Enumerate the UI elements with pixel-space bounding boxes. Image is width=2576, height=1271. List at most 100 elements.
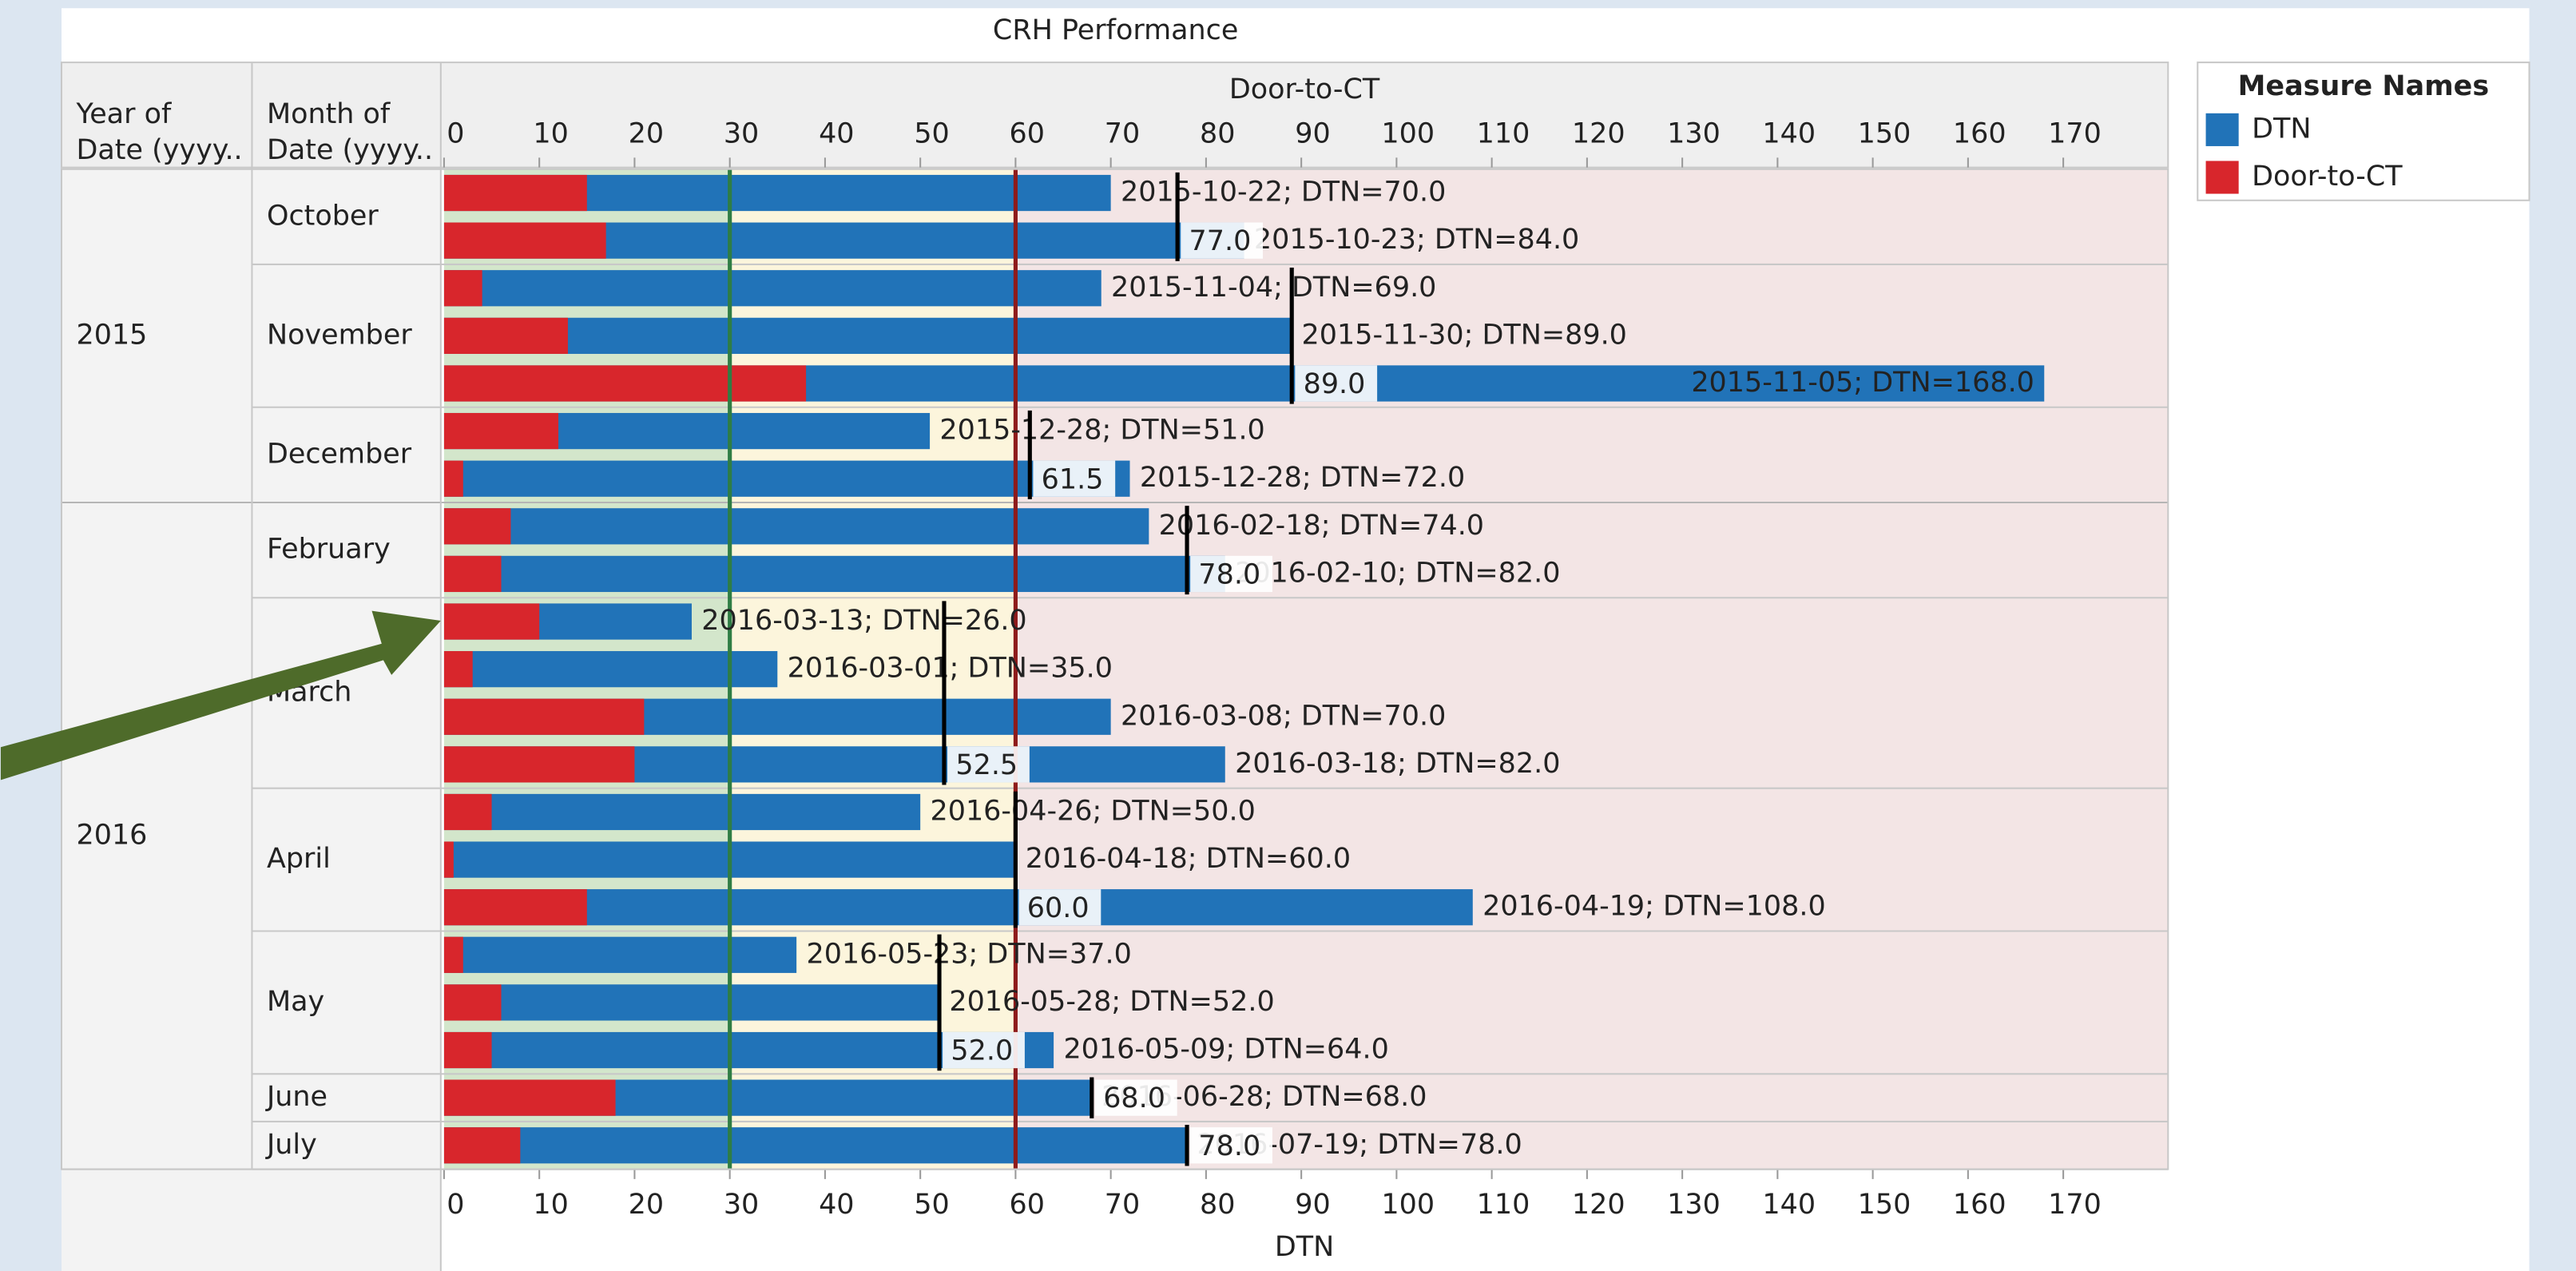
x-tick-label: 130 bbox=[1667, 1189, 1721, 1221]
x2-tick-label: 20 bbox=[629, 118, 664, 150]
data-label: 2016-04-26; DTN=50.0 bbox=[931, 795, 1256, 827]
bar-door-to-ct bbox=[443, 555, 502, 593]
bar-dtn bbox=[443, 889, 1473, 926]
median-label: 61.5 bbox=[1042, 463, 1104, 495]
data-label: 2016-03-08; DTN=70.0 bbox=[1121, 700, 1446, 732]
bar-door-to-ct bbox=[443, 889, 587, 926]
median-label-bg bbox=[1094, 1079, 1177, 1116]
annotation-arrow bbox=[0, 610, 441, 780]
bar-door-to-ct bbox=[443, 746, 635, 783]
data-label: 2016-05-28; DTN=52.0 bbox=[949, 986, 1274, 1018]
median-label: 68.0 bbox=[1103, 1082, 1165, 1114]
bar-door-to-ct bbox=[443, 174, 587, 212]
x2-tick-label: 110 bbox=[1477, 118, 1530, 150]
x2-tick-label: 60 bbox=[1010, 118, 1045, 150]
x2-tick-label: 150 bbox=[1858, 118, 1911, 150]
chart-title: CRH Performance bbox=[993, 14, 1238, 46]
data-label: 2015-11-04; DTN=69.0 bbox=[1111, 272, 1436, 304]
x-tick-label: 20 bbox=[629, 1189, 664, 1221]
x-tick-label: 100 bbox=[1381, 1189, 1435, 1221]
month-label: April bbox=[267, 843, 331, 875]
x-tick-label: 110 bbox=[1477, 1189, 1530, 1221]
bar-door-to-ct bbox=[443, 222, 606, 259]
bar-dtn bbox=[443, 984, 940, 1021]
median-label-bg bbox=[1018, 889, 1101, 926]
month-label: November bbox=[267, 319, 412, 351]
data-label: 2016-02-18; DTN=74.0 bbox=[1159, 510, 1484, 542]
x-tick-label: 140 bbox=[1762, 1189, 1816, 1221]
bar-dtn bbox=[443, 936, 797, 973]
x-tick-label: 170 bbox=[2048, 1189, 2102, 1221]
x2-tick-label: 50 bbox=[914, 118, 949, 150]
data-label: 2015-12-28; DTN=51.0 bbox=[939, 415, 1264, 447]
bar-door-to-ct bbox=[443, 317, 568, 354]
median-label-bg bbox=[947, 746, 1030, 783]
data-label: 2015-10-22; DTN=70.0 bbox=[1121, 177, 1446, 209]
legend-box bbox=[2197, 62, 2530, 201]
x-tick-label: 80 bbox=[1200, 1189, 1235, 1221]
bar-door-to-ct bbox=[443, 841, 454, 878]
median-label-bg bbox=[1033, 460, 1116, 497]
month-label: February bbox=[267, 534, 391, 566]
median-label-bg bbox=[943, 1031, 1025, 1069]
x2-tick-label: 120 bbox=[1572, 118, 1625, 150]
row-header: Date (yyyy.. bbox=[267, 134, 433, 166]
bar-door-to-ct bbox=[443, 984, 502, 1021]
year-label: 2016 bbox=[77, 819, 148, 851]
data-label: 2016-02-10; DTN=82.0 bbox=[1235, 557, 1560, 589]
bar-door-to-ct bbox=[443, 412, 559, 450]
bar-dtn bbox=[443, 793, 921, 831]
data-label: 2016-03-01; DTN=35.0 bbox=[788, 653, 1113, 685]
bar-door-to-ct bbox=[443, 793, 492, 831]
bar-dtn bbox=[443, 270, 1101, 307]
row-header: Year of bbox=[76, 98, 172, 130]
data-label: 2016-04-19; DTN=108.0 bbox=[1482, 891, 1826, 923]
x2-tick-label: 0 bbox=[447, 118, 464, 150]
bar-dtn bbox=[443, 460, 1130, 497]
bar-door-to-ct bbox=[443, 936, 463, 973]
median-label: 89.0 bbox=[1304, 368, 1366, 400]
bar-dtn bbox=[443, 317, 1292, 354]
data-label: 2016-05-09; DTN=64.0 bbox=[1063, 1034, 1388, 1066]
median-label: 78.0 bbox=[1198, 1130, 1260, 1162]
bar-dtn bbox=[443, 651, 778, 688]
x2-tick-label: 80 bbox=[1200, 118, 1235, 150]
x-tick-label: 150 bbox=[1858, 1189, 1911, 1221]
x-tick-label: 50 bbox=[914, 1189, 949, 1221]
median-label: 60.0 bbox=[1027, 892, 1090, 924]
year-label: 2015 bbox=[77, 319, 148, 351]
x2-tick-label: 40 bbox=[819, 118, 854, 150]
x2-tick-label: 90 bbox=[1295, 118, 1330, 150]
x-tick-label: 70 bbox=[1105, 1189, 1140, 1221]
median-label-bg bbox=[1190, 555, 1272, 593]
median-label: 52.5 bbox=[955, 749, 1018, 781]
bar-door-to-ct bbox=[443, 365, 807, 402]
header-row bbox=[60, 62, 2169, 169]
x-tick-label: 160 bbox=[1953, 1189, 2006, 1221]
legend-swatch bbox=[2205, 113, 2239, 146]
x-tick-label: 0 bbox=[447, 1189, 464, 1221]
legend-swatch bbox=[2205, 161, 2239, 194]
data-label: 2015-12-28; DTN=72.0 bbox=[1140, 462, 1465, 494]
legend-title: Measure Names bbox=[2238, 70, 2490, 102]
bar-dtn bbox=[443, 508, 1149, 545]
x2-tick-label: 160 bbox=[1953, 118, 2006, 150]
data-label: 2016-05-23; DTN=37.0 bbox=[806, 938, 1131, 970]
x-tick-label: 30 bbox=[724, 1189, 759, 1221]
median-label-bg bbox=[1190, 1127, 1272, 1164]
x2-tick-label: 10 bbox=[533, 118, 568, 150]
month-label: December bbox=[267, 438, 412, 470]
bar-door-to-ct bbox=[443, 1127, 521, 1164]
x-tick-label: 120 bbox=[1572, 1189, 1625, 1221]
month-label: July bbox=[265, 1129, 317, 1161]
data-label: 2015-11-05; DTN=168.0 bbox=[1691, 367, 2034, 399]
footer-left bbox=[62, 1169, 441, 1271]
bar-door-to-ct bbox=[443, 460, 463, 497]
legend-label: DTN bbox=[2252, 113, 2311, 145]
median-label-bg bbox=[1181, 222, 1264, 259]
x-tick-label: 90 bbox=[1295, 1189, 1330, 1221]
x2-tick-label: 140 bbox=[1762, 118, 1816, 150]
median-label: 77.0 bbox=[1189, 225, 1252, 257]
